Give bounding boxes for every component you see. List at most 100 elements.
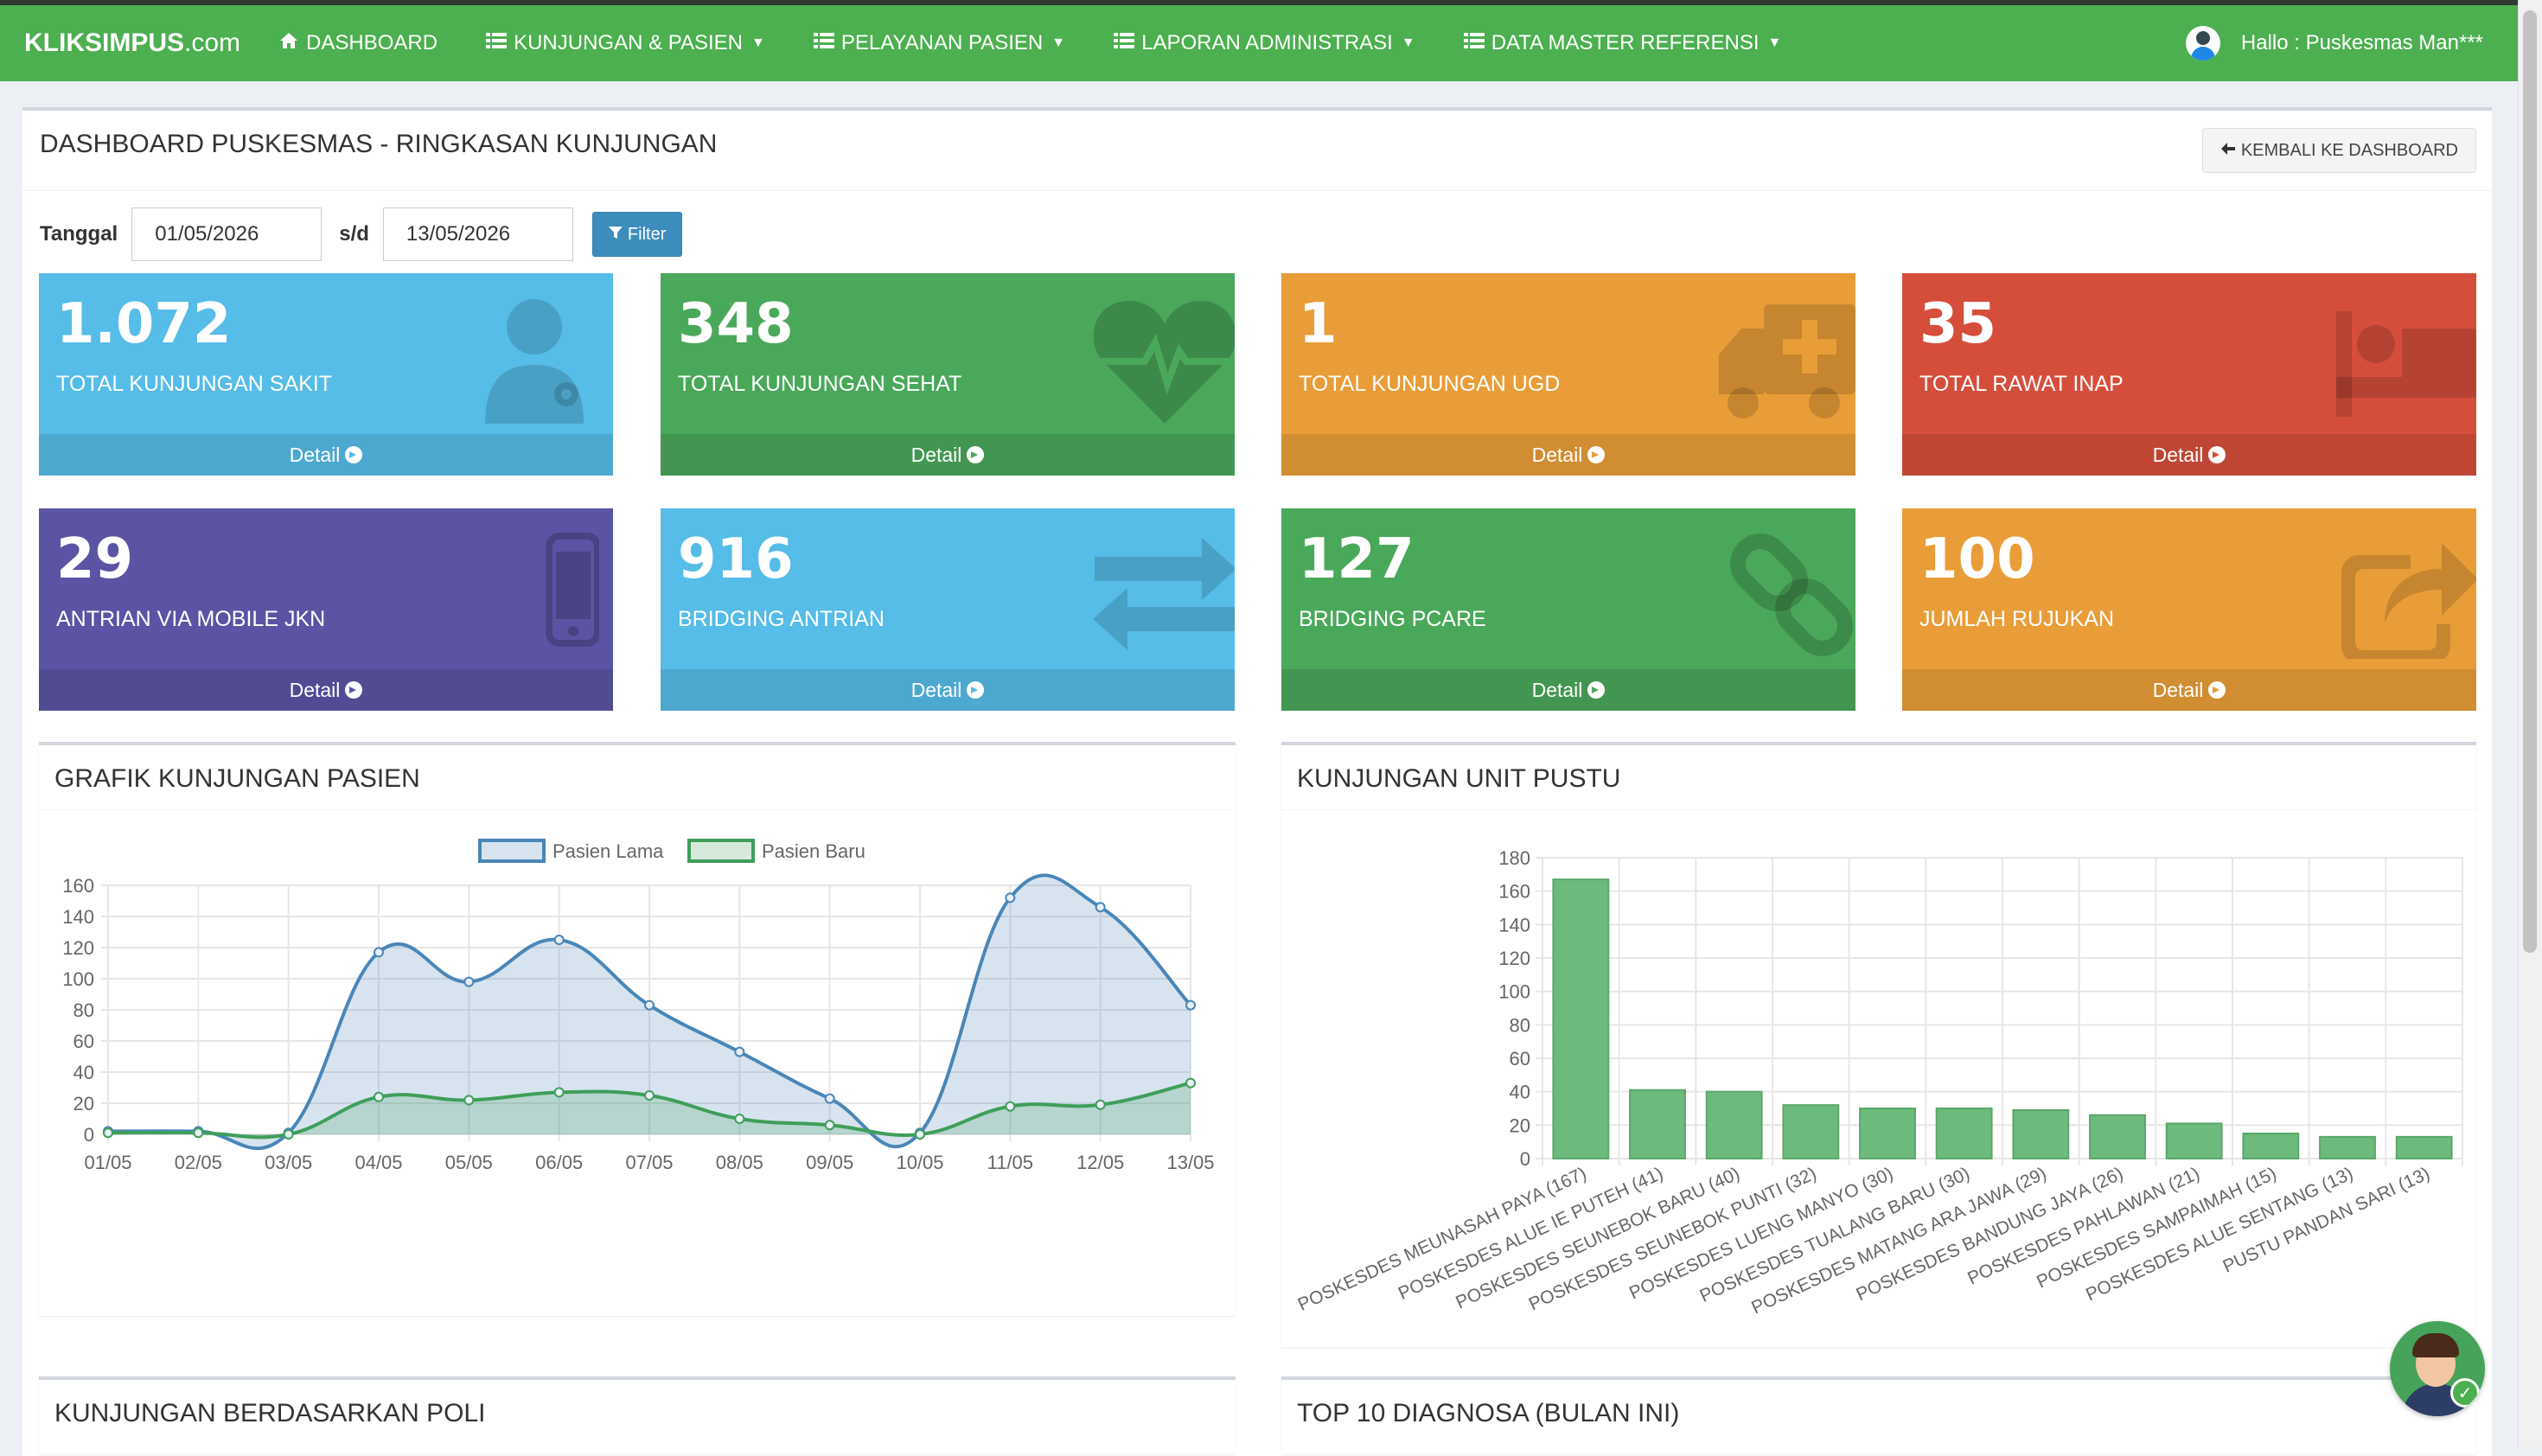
brand-logo[interactable]: KLIKSIMPUS.com: [24, 29, 241, 57]
panel-kunjungan-pustu: KUNJUNGAN UNIT PUSTU 0 20 40 60 80 100 120 140 1…: [1281, 742, 2476, 1347]
data-point: [103, 1127, 113, 1139]
x-tick-label: 04/05: [354, 1152, 402, 1173]
x-tick-label: 01/05: [84, 1152, 131, 1173]
exchange-icon: [1091, 529, 1235, 659]
filter-button[interactable]: Filter: [591, 212, 683, 257]
nav-dashboard[interactable]: DASHBOARD: [278, 31, 438, 56]
detail-label: Detail: [2152, 678, 2204, 701]
stat-detail-link[interactable]: Detail: [1902, 434, 2476, 476]
page-title: DASHBOARD PUSKESMAS - RINGKASAN KUNJUNGA…: [40, 130, 718, 158]
agent-hair: [2412, 1333, 2459, 1357]
nav-kunjungan-pasien[interactable]: KUNJUNGAN & PASIEN ▼: [486, 31, 765, 55]
list-icon: [486, 31, 508, 55]
stat-detail-link[interactable]: Detail: [661, 434, 1235, 476]
detail-label: Detail: [910, 678, 962, 701]
stat-value: 916: [678, 527, 794, 591]
bar: [1552, 878, 1610, 1159]
nav-pelayanan-pasien[interactable]: PELAYANAN PASIEN ▼: [813, 31, 1066, 55]
y-tick-label: 100: [1498, 981, 1530, 1003]
y-tick-label: 160: [1498, 881, 1530, 903]
panel-kunjungan-poli: KUNJUNGAN BERDASARKAN POLI: [39, 1376, 1236, 1454]
funnel-icon: [608, 226, 623, 244]
stat-detail-link[interactable]: Detail: [39, 669, 613, 711]
legend-swatch: [478, 839, 546, 863]
panel-divider: [39, 809, 1236, 810]
y-tick-label: 180: [1498, 847, 1530, 869]
series-area: [108, 1082, 1191, 1138]
bar: [1629, 1089, 1686, 1160]
stat-detail-link[interactable]: Detail: [1281, 434, 1855, 476]
mobile-icon: [469, 529, 601, 659]
stat-kunjungan-sakit: 1.072 TOTAL KUNJUNGAN SAKIT Detail: [39, 273, 613, 476]
user-menu[interactable]: Hallo : Puskesmas Man***: [2185, 5, 2483, 81]
doctor-icon: [469, 294, 599, 424]
y-tick-label: 60: [73, 1031, 94, 1052]
data-point: [463, 976, 475, 987]
stat-label: TOTAL KUNJUNGAN UGD: [1299, 372, 1561, 396]
arrow-circle-right-icon: [967, 446, 985, 463]
stat-label: ANTRIAN VIA MOBILE JKN: [56, 607, 326, 631]
data-point: [374, 1091, 384, 1102]
nav-label: PELAYANAN PASIEN: [840, 31, 1044, 54]
stat-value: 1.072: [56, 292, 232, 356]
ambulance-icon: [1712, 294, 1855, 424]
y-tick-label: 20: [1510, 1114, 1530, 1136]
nav-data-master-referensi[interactable]: DATA MASTER REFERENSI ▼: [1463, 31, 1781, 55]
nav-label: DATA MASTER REFERENSI: [1491, 31, 1760, 54]
stat-value: 348: [678, 292, 794, 356]
x-tick-label: 13/05: [1166, 1152, 1214, 1173]
stat-detail-link[interactable]: Detail: [661, 669, 1235, 711]
line-chart: 0 20 40 60 80 100 120 140 160 01/05 02/05 03/05 04/0…: [62, 839, 1215, 1173]
detail-label: Detail: [2152, 443, 2204, 466]
data-point: [193, 1127, 204, 1139]
bar: [2012, 1108, 2070, 1159]
date-label: Tanggal: [40, 222, 118, 246]
stat-value: 100: [1919, 527, 2035, 591]
stat-detail-link[interactable]: Detail: [39, 434, 613, 476]
chevron-down-icon: ▼: [1051, 35, 1066, 50]
data-point: [1095, 902, 1106, 913]
chat-support-widget[interactable]: ✓: [2390, 1321, 2485, 1416]
bar: [1859, 1108, 1916, 1159]
scrollbar-thumb[interactable]: [2523, 10, 2537, 953]
detail-label: Detail: [910, 443, 962, 466]
filter-button-label: Filter: [627, 224, 667, 244]
date-to-input[interactable]: 13/05/2026: [382, 208, 573, 261]
bar: [2395, 1135, 2453, 1160]
y-tick-label: 80: [73, 999, 94, 1021]
stat-value: 127: [1299, 527, 1415, 591]
page-scrollbar[interactable]: [2518, 0, 2542, 1447]
date-from-input[interactable]: 01/05/2026: [131, 208, 323, 261]
y-tick-label: 140: [62, 906, 94, 928]
stat-detail-link[interactable]: Detail: [1902, 669, 2476, 711]
nav-laporan-administrasi[interactable]: LAPORAN ADMINISTRASI ▼: [1114, 31, 1415, 55]
panel-grafik-kunjungan: GRAFIK KUNJUNGAN PASIEN 0 20 40 60 80 100 120 1…: [39, 742, 1236, 1316]
link-icon: [1712, 529, 1853, 659]
stat-jumlah-rujukan: 100 JUMLAH RUJUKAN Detail: [1902, 508, 2476, 711]
stat-value: 29: [56, 527, 134, 591]
arrow-circle-right-icon: [967, 681, 985, 699]
x-tick-label: 10/05: [896, 1152, 943, 1173]
back-to-dashboard-button[interactable]: KEMBALI KE DASHBOARD: [2201, 128, 2476, 173]
header-divider: [22, 190, 2492, 191]
bar: [2319, 1135, 2376, 1160]
panel-title: KUNJUNGAN UNIT PUSTU: [1297, 764, 1621, 793]
y-tick-label: 0: [1520, 1148, 1530, 1170]
back-button-label: KEMBALI KE DASHBOARD: [2240, 140, 2458, 160]
arrow-circle-right-icon: [345, 446, 363, 463]
heartbeat-icon: [1091, 294, 1235, 424]
stat-detail-link[interactable]: Detail: [1281, 669, 1855, 711]
list-icon: [1463, 31, 1485, 55]
stat-antrian-mobile-jkn: 29 ANTRIAN VIA MOBILE JKN Detail: [39, 508, 613, 711]
stat-label: BRIDGING PCARE: [1299, 607, 1486, 631]
data-point: [463, 1095, 475, 1106]
stat-kunjungan-sehat: 348 TOTAL KUNJUNGAN SEHAT Detail: [661, 273, 1235, 476]
data-point: [1005, 1101, 1016, 1112]
panel-title: GRAFIK KUNJUNGAN PASIEN: [54, 764, 420, 793]
data-point: [915, 1129, 925, 1140]
x-tick-label: 07/05: [625, 1152, 673, 1173]
x-tick-label: 11/05: [987, 1152, 1033, 1173]
arrow-circle-right-icon: [345, 681, 363, 699]
stat-label: TOTAL RAWAT INAP: [1919, 372, 2124, 396]
detail-label: Detail: [1531, 678, 1583, 701]
